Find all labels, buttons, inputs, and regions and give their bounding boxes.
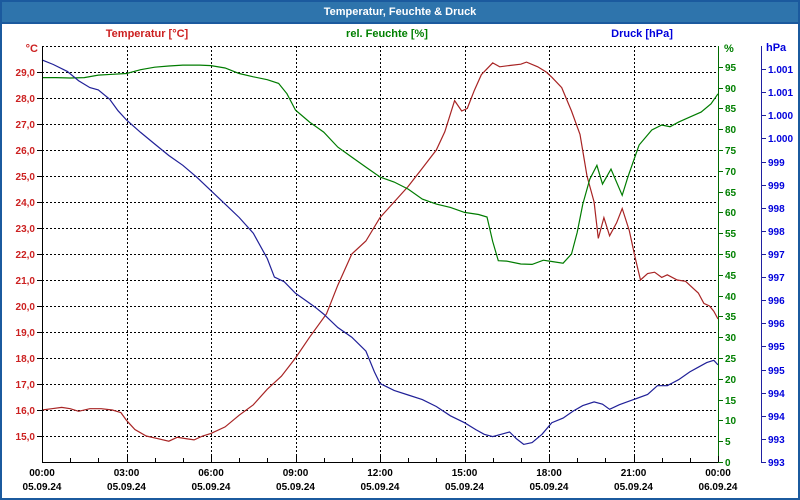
pressure-curve bbox=[41, 59, 719, 446]
temperature-tick-label: 25,0 bbox=[16, 172, 36, 183]
temperature-axis-unit-label: °C bbox=[25, 43, 38, 55]
window-title: Temperatur, Feuchte & Druck bbox=[323, 6, 477, 18]
time-tick-label: 00:00 bbox=[705, 468, 731, 479]
pressure-tick-label: 995 bbox=[768, 342, 785, 353]
window-titlebar: Temperatur, Feuchte & Druck bbox=[2, 2, 798, 24]
temperature-tick-label: 28,0 bbox=[16, 94, 36, 105]
pressure-tick-label: 997 bbox=[768, 273, 785, 284]
pressure-tick-label: 999 bbox=[768, 181, 785, 192]
pressure-tick-label: 993 bbox=[768, 458, 785, 469]
humidity-curve bbox=[42, 64, 719, 266]
time-tick-label: 06:00 bbox=[198, 468, 224, 479]
pressure-tick-label: 994 bbox=[768, 389, 785, 400]
pressure-axis-header: Druck [hPa] bbox=[611, 28, 673, 40]
temperature-tick-label: 17,0 bbox=[16, 380, 36, 391]
time-tick-label: 03:00 bbox=[114, 468, 140, 479]
pressure-axis-unit-label: hPa bbox=[766, 42, 787, 54]
humidity-axis-unit-label: % bbox=[724, 43, 734, 55]
pressure-tick-label: 1.001 bbox=[768, 65, 793, 76]
pressure-tick-label: 993 bbox=[768, 435, 785, 446]
humidity-tick-label: 15 bbox=[725, 396, 737, 407]
time-tick-label: 09:00 bbox=[283, 468, 309, 479]
pressure-tick-label: 998 bbox=[768, 204, 785, 215]
pressure-tick-label: 996 bbox=[768, 319, 785, 330]
temperature-tick-label: 18,0 bbox=[16, 354, 36, 365]
date-tick-label: 05.09.24 bbox=[192, 482, 231, 493]
pressure-tick-label: 996 bbox=[768, 296, 785, 307]
pressure-tick-label: 995 bbox=[768, 366, 785, 377]
date-tick-label: 05.09.24 bbox=[23, 482, 62, 493]
time-tick-label: 15:00 bbox=[452, 468, 478, 479]
humidity-tick-label: 30 bbox=[725, 333, 737, 344]
time-tick-label: 21:00 bbox=[621, 468, 647, 479]
time-tick-label: 00:00 bbox=[29, 468, 55, 479]
temperature-tick-label: 20,0 bbox=[16, 302, 36, 313]
date-tick-label: 05.09.24 bbox=[107, 482, 146, 493]
pressure-tick-label: 998 bbox=[768, 227, 785, 238]
humidity-tick-label: 35 bbox=[725, 312, 737, 323]
date-tick-label: 05.09.24 bbox=[361, 482, 400, 493]
temperature-tick-label: 16,0 bbox=[16, 406, 36, 417]
humidity-tick-label: 95 bbox=[725, 63, 737, 74]
humidity-tick-label: 60 bbox=[725, 208, 737, 219]
time-tick-label: 12:00 bbox=[367, 468, 393, 479]
temperature-tick-label: 21,0 bbox=[16, 276, 36, 287]
date-tick-label: 05.09.24 bbox=[530, 482, 569, 493]
humidity-tick-label: 45 bbox=[725, 271, 737, 282]
humidity-tick-label: 50 bbox=[725, 250, 737, 261]
temperature-tick-label: 24,0 bbox=[16, 198, 36, 209]
humidity-axis-header: rel. Feuchte [%] bbox=[346, 28, 428, 40]
pressure-tick-label: 1.000 bbox=[768, 111, 793, 122]
humidity-tick-label: 65 bbox=[725, 188, 737, 199]
temperature-curve bbox=[41, 61, 719, 442]
pressure-tick-label: 999 bbox=[768, 158, 785, 169]
date-tick-label: 06.09.24 bbox=[699, 482, 738, 493]
pressure-tick-label: 997 bbox=[768, 250, 785, 261]
humidity-tick-label: 75 bbox=[725, 146, 737, 157]
humidity-tick-label: 85 bbox=[725, 104, 737, 115]
humidity-tick-label: 55 bbox=[725, 229, 737, 240]
temperature-tick-label: 29,0 bbox=[16, 68, 36, 79]
date-tick-label: 05.09.24 bbox=[445, 482, 484, 493]
humidity-tick-label: 20 bbox=[725, 375, 737, 386]
humidity-tick-label: 10 bbox=[725, 416, 737, 427]
humidity-tick-label: 70 bbox=[725, 167, 737, 178]
humidity-tick-label: 90 bbox=[725, 84, 737, 95]
humidity-tick-label: 0 bbox=[725, 458, 731, 469]
humidity-tick-label: 40 bbox=[725, 292, 737, 303]
date-tick-label: 05.09.24 bbox=[614, 482, 653, 493]
temperature-axis-header: Temperatur [°C] bbox=[105, 28, 189, 40]
temperature-tick-label: 15,0 bbox=[16, 432, 36, 443]
date-tick-label: 05.09.24 bbox=[276, 482, 315, 493]
pressure-tick-label: 1.000 bbox=[768, 134, 793, 145]
temperature-tick-label: 26,0 bbox=[16, 146, 36, 157]
humidity-tick-label: 25 bbox=[725, 354, 737, 365]
temperature-tick-label: 27,0 bbox=[16, 120, 36, 131]
humidity-tick-label: 5 bbox=[725, 437, 731, 448]
temperature-tick-label: 22,0 bbox=[16, 250, 36, 261]
temperature-tick-label: 19,0 bbox=[16, 328, 36, 339]
humidity-tick-label: 80 bbox=[725, 125, 737, 136]
pressure-tick-label: 994 bbox=[768, 412, 785, 423]
time-tick-label: 18:00 bbox=[536, 468, 562, 479]
pressure-tick-label: 1.001 bbox=[768, 88, 793, 99]
temperature-tick-label: 23,0 bbox=[16, 224, 36, 235]
